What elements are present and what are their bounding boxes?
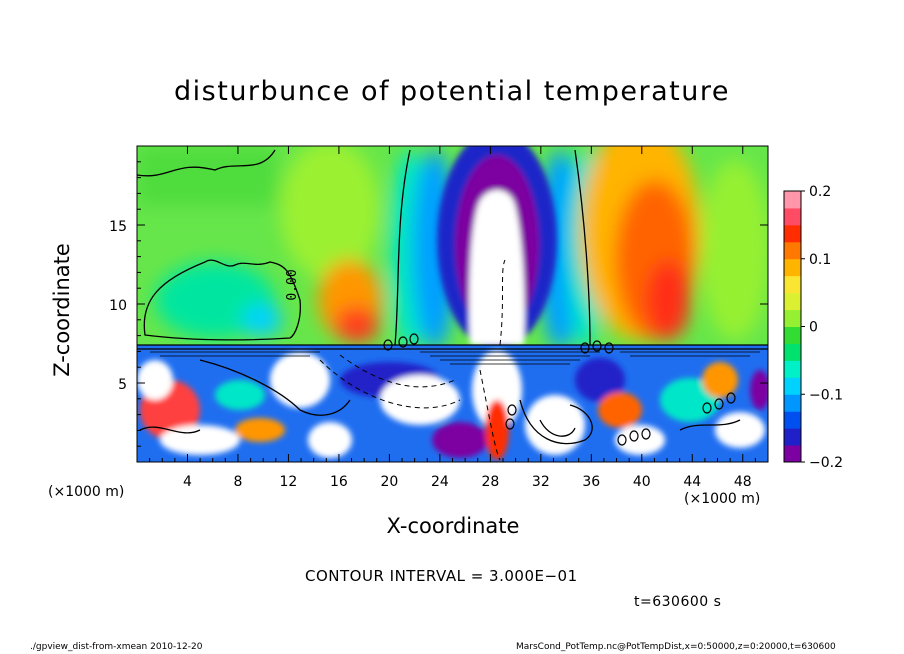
x-unit-right: (×1000 m) — [684, 491, 761, 507]
colorbar: 0.2 0.1 0 −0.1 −0.2 — [783, 184, 843, 471]
colorbar-swatch — [784, 428, 801, 446]
time-stamp: t=630600 s — [634, 594, 722, 610]
colorbar-swatch — [784, 445, 801, 463]
x-axis: 4 8 12 16 20 24 28 32 36 40 44 48 — [149, 146, 756, 490]
colorbar-swatch — [784, 191, 801, 209]
footer-right: MarsCond_PotTemp.nc@PotTempDist,x=0:5000… — [516, 642, 836, 652]
colorbar-swatch — [784, 292, 801, 311]
y-axis: 5 10 15 — [109, 161, 768, 447]
x-tick-label: 20 — [380, 474, 398, 490]
x-axis-label: X-coordinate — [386, 514, 520, 538]
footer-left: ./gpview_dist-from-xmean 2010-12-20 — [30, 642, 203, 652]
x-tick-label: 32 — [532, 474, 550, 490]
y-axis-label: Z-coordinate — [50, 243, 74, 377]
colorbar-swatch — [784, 411, 801, 429]
colorbar-tick-label: 0.1 — [809, 252, 831, 268]
x-tick-label: 40 — [633, 474, 651, 490]
colorbar-swatch — [784, 343, 801, 361]
colorbar-tick-label: −0.1 — [809, 387, 843, 403]
colorbar-swatch — [784, 241, 801, 260]
colorbar-swatch — [784, 394, 801, 412]
colorbar-swatch — [784, 309, 801, 327]
x-tick-label: 8 — [233, 474, 242, 490]
colorbar-tick-label: 0 — [809, 320, 818, 336]
x-tick-label: 16 — [330, 474, 348, 490]
x-unit-left: (×1000 m) — [48, 484, 125, 500]
y-tick-label: 5 — [118, 377, 127, 393]
colorbar-swatch — [784, 275, 801, 294]
colorbar-swatch — [784, 326, 801, 344]
x-tick-label: 36 — [582, 474, 600, 490]
chart-title: disturbunce of potential temperature — [174, 76, 730, 107]
x-tick-label: 44 — [683, 474, 701, 490]
colorbar-tick-label: −0.2 — [809, 455, 843, 471]
y-tick-label: 10 — [109, 298, 127, 314]
colorbar-swatch — [784, 258, 801, 277]
x-tick-label: 24 — [431, 474, 449, 490]
x-tick-label: 28 — [481, 474, 499, 490]
colorbar-swatch — [784, 377, 801, 395]
x-tick-label: 48 — [734, 474, 752, 490]
x-tick-label: 12 — [280, 474, 298, 490]
colorbar-tick-label: 0.2 — [809, 184, 831, 200]
contour-interval-note: CONTOUR INTERVAL = 3.000E−01 — [305, 567, 578, 585]
y-tick-label: 15 — [109, 219, 127, 235]
colorbar-swatch — [784, 207, 801, 226]
colorbar-swatch — [784, 360, 801, 378]
colorbar-swatch — [784, 224, 801, 243]
x-tick-label: 4 — [183, 474, 192, 490]
contour-label: 0.00 — [285, 269, 300, 300]
heatmap-field: 0.00 — [137, 146, 768, 462]
